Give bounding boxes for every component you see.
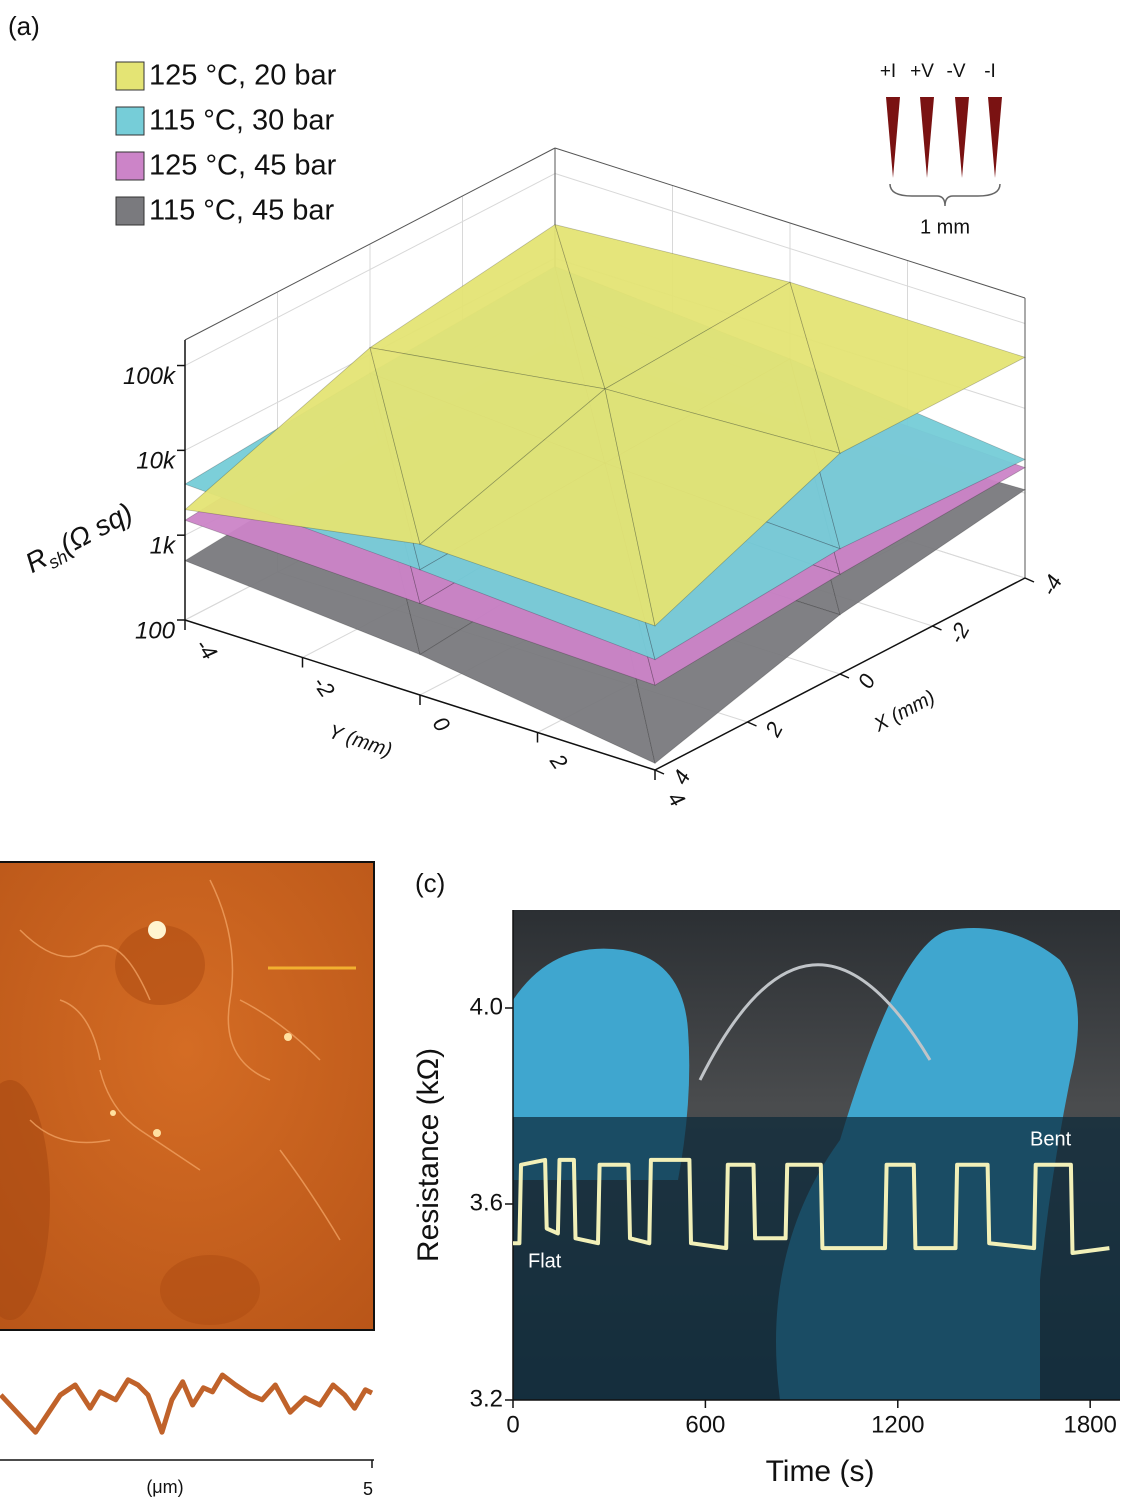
overlay [513, 1117, 1120, 1400]
photo-background [513, 910, 1120, 1400]
z-tick-label: 100k [123, 363, 177, 390]
y-tick-label: -4 [191, 634, 223, 664]
x-tick [748, 722, 757, 726]
z-label-rest: (Ω sq) [55, 497, 138, 561]
probe [988, 97, 1002, 178]
y-tick-label: 3.6 [470, 1189, 503, 1216]
y-tick-label: 4.0 [470, 993, 503, 1020]
brace [890, 184, 1000, 206]
x-tick [1025, 578, 1034, 582]
x-tick-label: 0 [853, 669, 881, 692]
z-tick-label: 10k [136, 448, 177, 475]
legend-swatch [116, 152, 144, 180]
panel-label: (a) [8, 11, 40, 41]
legend-swatch [116, 197, 144, 225]
afm-particle [284, 1033, 292, 1041]
z-tick-label: 1k [150, 533, 177, 560]
probe [886, 97, 900, 178]
data-line [1, 1375, 372, 1432]
y-tick-label: 4 [663, 787, 691, 811]
x-axis-title: Time (s) [766, 1455, 875, 1488]
y-tick-label: 3.2 [470, 1385, 503, 1412]
x-tick [655, 770, 664, 774]
legend-label: 125 °C, 45 bar [149, 150, 337, 182]
y-tick-label: 0 [428, 712, 456, 737]
panel-label: (c) [415, 868, 445, 898]
probe-label: +I [880, 61, 896, 82]
probe-label: +V [910, 61, 934, 82]
page: (a) 100 1k 10k 100k -4 -2 0 2 4 -4 -2 0 2 4 Rsh(Ω sq)… [0, 0, 1123, 1498]
legend-swatch [116, 62, 144, 90]
x-tick-label: 600 [685, 1411, 725, 1438]
legend-label: 115 °C, 45 bar [149, 195, 335, 227]
x-tick-label: 2 [760, 718, 788, 741]
probe [920, 97, 934, 178]
legend-label: 115 °C, 30 bar [149, 105, 335, 137]
annotation: Bent [1030, 1128, 1072, 1150]
profile-x-label: (μm) [146, 1477, 183, 1497]
afm-particle [153, 1129, 161, 1137]
annotation: Flat [528, 1250, 562, 1272]
legend-label: 125 °C, 20 bar [149, 60, 337, 92]
afm-particle [148, 921, 166, 939]
probe-label: -V [947, 61, 966, 82]
x-axis-label: X (mm) [870, 686, 939, 737]
probe-inset: 1 mm [886, 97, 1002, 238]
probe-spacing: 1 mm [920, 216, 970, 238]
y-tick-label: -2 [308, 671, 340, 701]
x-tick [840, 674, 849, 678]
x-tick [933, 626, 942, 630]
x-tick-label: 1200 [871, 1411, 924, 1438]
y-axis-title: Resistance (kΩ) [412, 1048, 445, 1262]
figure: (a) 100 1k 10k 100k -4 -2 0 2 4 -4 -2 0 2 4 Rsh(Ω sq)… [0, 0, 1123, 1498]
y-axis-label: Y (mm) [326, 721, 395, 762]
x-tick-label: -4 [1036, 571, 1067, 600]
y-tick-label: 2 [545, 749, 573, 774]
probe [955, 97, 969, 178]
x-tick-label: -2 [943, 619, 974, 648]
z-tick-label: 100 [135, 617, 176, 644]
x-tick-label: 1800 [1063, 1411, 1116, 1438]
x-tick-label: 5 [363, 1479, 373, 1498]
z-axis-label: Rsh(Ω sq) [20, 497, 139, 582]
probe-label: -I [984, 61, 996, 82]
afm-feature [160, 1255, 260, 1325]
x-tick-label: 4 [668, 766, 696, 789]
afm-image [0, 862, 374, 1330]
legend-swatch [116, 107, 144, 135]
afm-particle [110, 1110, 116, 1116]
x-tick-label: 0 [506, 1411, 519, 1438]
